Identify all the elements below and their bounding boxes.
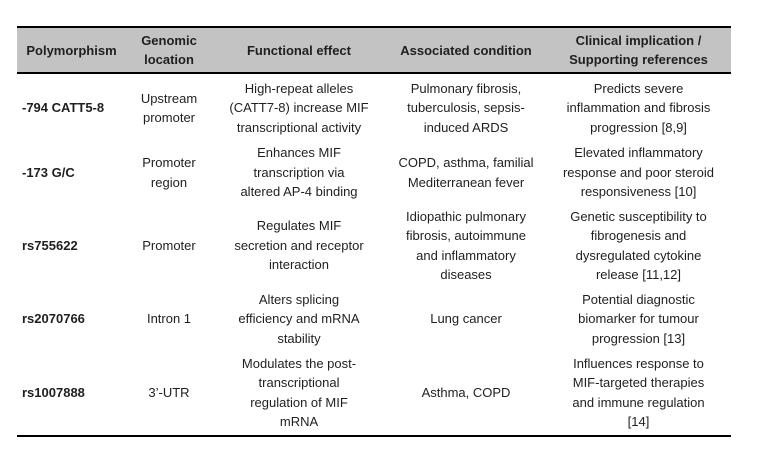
- table-row: rs755622 Promoter Regulates MIF secretio…: [17, 203, 731, 288]
- cell-polymorphism: rs755622: [22, 237, 78, 253]
- table-row: -173 G/C Promoter region Enhances MIF tr…: [17, 142, 731, 203]
- cell-functional-effect: Regulates MIF secretion and receptor int…: [234, 218, 364, 273]
- cell-clinical-implication: Genetic susceptibility to fibrogenesis a…: [570, 208, 707, 283]
- cell-polymorphism: rs2070766: [22, 311, 85, 327]
- cell-polymorphism: -173 G/C: [22, 164, 75, 180]
- cell-genomic-location: Promoter region: [142, 155, 196, 190]
- cell-clinical-implication: Predicts severe inflammation and fibrosi…: [566, 80, 711, 135]
- cell-polymorphism: -794 CATT5-8: [22, 100, 105, 116]
- column-header-associated-condition: Associated condition: [386, 26, 546, 74]
- table-row: rs1007888 3’-UTR Modulates the post- tra…: [17, 350, 731, 436]
- cell-associated-condition: Lung cancer: [430, 311, 502, 327]
- column-header-polymorphism: Polymorphism: [17, 26, 126, 74]
- column-header-genomic-location: Genomic location: [126, 26, 212, 74]
- cell-functional-effect: Alters splicing efficiency and mRNA stab…: [238, 291, 360, 346]
- cell-associated-condition: Pulmonary fibrosis, tuberculosis, sepsis…: [407, 80, 525, 135]
- cell-clinical-implication: Elevated inflammatory response and poor …: [562, 145, 715, 200]
- cell-polymorphism: rs1007888: [22, 384, 85, 400]
- cell-associated-condition: Idiopathic pulmonary fibrosis, autoimmun…: [406, 208, 526, 283]
- cell-functional-effect: Enhances MIF transcription via altered A…: [240, 145, 358, 200]
- column-header-clinical-implication: Clinical implication / Supporting refere…: [546, 26, 731, 74]
- cell-genomic-location: Upstream promoter: [140, 90, 198, 126]
- cell-genomic-location: Intron 1: [146, 311, 192, 327]
- table-row: rs2070766 Intron 1 Alters splicing effic…: [17, 288, 731, 350]
- table-body: -794 CATT5-8 Upstream promoter High-repe…: [17, 73, 731, 436]
- table-header: Polymorphism Genomic location Functional…: [17, 26, 731, 74]
- cell-functional-effect: Modulates the post- transcriptional regu…: [241, 355, 357, 430]
- cell-genomic-location: Promoter: [142, 237, 196, 253]
- cell-clinical-implication: Influences response to MIF-targeted ther…: [572, 355, 705, 430]
- cell-clinical-implication: Potential diagnostic biomarker for tumou…: [578, 291, 699, 346]
- cell-genomic-location: 3’-UTR: [148, 384, 190, 400]
- table-row: -794 CATT5-8 Upstream promoter High-repe…: [17, 73, 731, 142]
- polymorphism-table: Polymorphism Genomic location Functional…: [17, 26, 731, 437]
- header-row: Polymorphism Genomic location Functional…: [17, 26, 731, 74]
- cell-associated-condition: COPD, asthma, familial Mediterranean fev…: [398, 155, 534, 190]
- cell-functional-effect: High-repeat alleles (CATT7-8) increase M…: [229, 80, 369, 135]
- cell-associated-condition: Asthma, COPD: [421, 384, 511, 400]
- column-header-functional-effect: Functional effect: [212, 26, 386, 74]
